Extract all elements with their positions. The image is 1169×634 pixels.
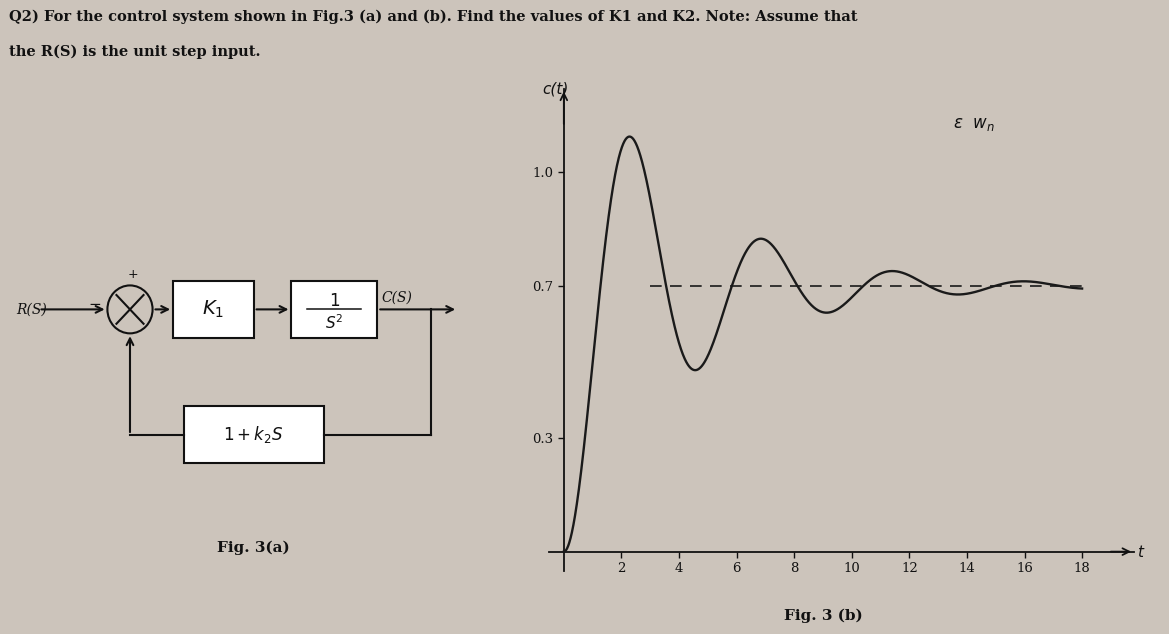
Text: Fig. 3 (b): Fig. 3 (b)	[783, 609, 863, 623]
Text: 1: 1	[328, 292, 340, 310]
FancyBboxPatch shape	[184, 406, 324, 463]
FancyBboxPatch shape	[291, 281, 378, 338]
Text: $K_1$: $K_1$	[202, 299, 224, 320]
Text: Fig. 3(a): Fig. 3(a)	[217, 540, 290, 555]
Text: $1+ k_2 S$: $1+ k_2 S$	[223, 424, 284, 446]
Text: +: +	[127, 268, 138, 281]
FancyBboxPatch shape	[173, 281, 254, 338]
Text: c(t): c(t)	[542, 81, 568, 96]
Text: t̲h̲e̲ ̲R̲(̲S̲)̲ ̲i̲s̲ ̲t̲h̲e̲ ̲u̲n̲i̲t̲ ̲s̲t̲e̲p̲ ̲i̲n̲p̲u̲t̲.̲: t̲h̲e̲ ̲R̲(̲S̲)̲ ̲i̲s̲ ̲t̲h̲e̲ ̲u̲n̲i̲t̲…	[9, 67, 261, 81]
Text: the R(S) is the unit step input.: the R(S) is the unit step input.	[9, 44, 261, 59]
Text: R(S): R(S)	[16, 302, 47, 316]
Text: Q2) For the control system shown in Fig.3 (a) and (b). Find the values of K1 and: Q2) For the control system shown in Fig.…	[9, 10, 858, 24]
Text: $\varepsilon$  $w_n$: $\varepsilon$ $w_n$	[953, 115, 995, 133]
Text: C(S): C(S)	[381, 291, 413, 305]
Text: $t$: $t$	[1136, 543, 1146, 560]
Text: −: −	[88, 297, 101, 313]
Text: $S^2$: $S^2$	[325, 313, 344, 332]
